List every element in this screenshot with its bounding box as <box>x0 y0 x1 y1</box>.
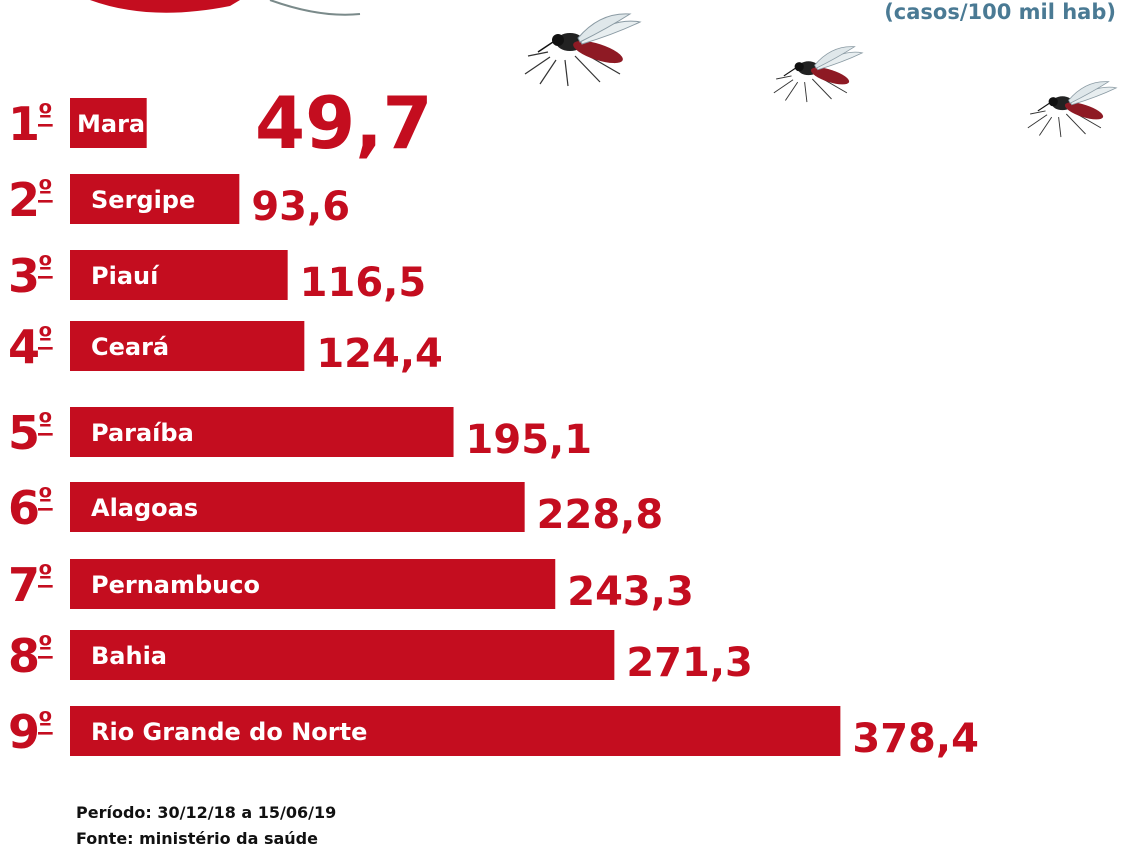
unit-label: (casos/100 mil hab) <box>884 0 1116 24</box>
source-text: Fonte: ministério da saúde <box>76 829 318 848</box>
rank-number: 4 <box>8 320 40 374</box>
value-label: 195,1 <box>466 417 593 463</box>
bar-label: Pernambuco <box>91 571 260 599</box>
bar <box>70 482 525 532</box>
rank-ordinal: º <box>38 707 53 737</box>
footer: Período: 30/12/18 a 15/06/19 Fonte: mini… <box>76 800 336 852</box>
value-label: 116,5 <box>300 260 427 306</box>
rank-number: 8 <box>8 629 40 683</box>
rank-number: 9 <box>8 705 40 759</box>
rank-number: 6 <box>8 481 40 535</box>
mosquito-icon <box>520 12 650 91</box>
rank-ordinal: º <box>38 483 53 513</box>
bar <box>70 250 288 300</box>
bar <box>70 630 615 680</box>
bar <box>70 559 556 609</box>
rank-ordinal: º <box>38 175 53 205</box>
bar <box>70 706 841 756</box>
bar-label: Piauí <box>91 262 160 290</box>
period-text: Período: 30/12/18 a 15/06/19 <box>76 803 337 822</box>
rank-ordinal: º <box>38 251 53 281</box>
rank-number: 2 <box>8 173 40 227</box>
rank-number: 3 <box>8 249 40 303</box>
rank-ordinal: º <box>38 631 53 661</box>
decorative-arc <box>0 0 380 22</box>
bar <box>70 98 147 148</box>
value-label: 228,8 <box>537 492 664 538</box>
rank-ordinal: º <box>38 560 53 590</box>
mosquito-icon <box>770 45 870 107</box>
rank-ordinal: º <box>38 408 53 438</box>
rank-number: 7 <box>8 558 40 612</box>
mosquito-icon <box>1024 80 1124 142</box>
bar <box>70 407 454 457</box>
rank-ordinal: º <box>38 322 53 352</box>
bar-label: Ceará <box>91 333 169 361</box>
bar-label: Alagoas <box>91 494 198 522</box>
value-label: 271,3 <box>626 640 753 686</box>
bar <box>70 174 240 224</box>
bar-label: Rio Grande do Norte <box>91 718 367 746</box>
bar <box>70 321 305 371</box>
value-label: 93,6 <box>251 184 350 230</box>
value-label: 378,4 <box>852 716 979 762</box>
bar-label: Paraíba <box>91 419 194 447</box>
value-label: 49,7 <box>255 81 433 165</box>
value-label: 243,3 <box>567 569 694 615</box>
rank-number: 1 <box>8 97 40 151</box>
value-label: 124,4 <box>316 331 443 377</box>
rank-number: 5 <box>8 406 40 460</box>
bar-label: Maranhão <box>77 110 212 138</box>
rank-ordinal: º <box>38 99 53 129</box>
bar-label: Sergipe <box>91 186 195 214</box>
bar-label: Bahia <box>91 642 167 670</box>
